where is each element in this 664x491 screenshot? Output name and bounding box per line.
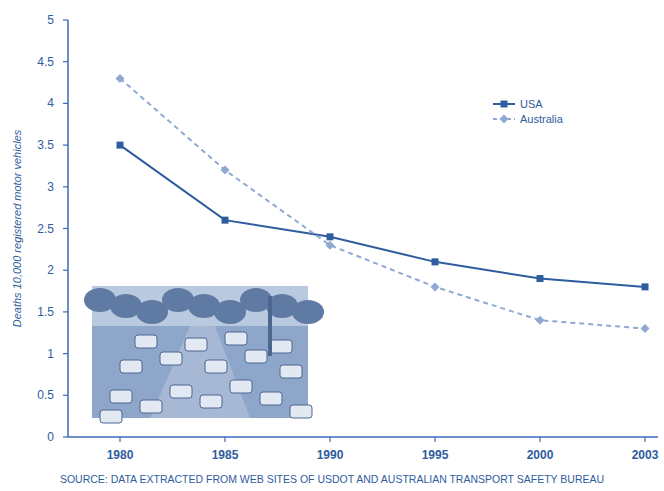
marker	[221, 166, 230, 175]
source: SOURCE: DATA EXTRACTED FROM WEB SITES OF…	[60, 473, 604, 485]
photo-car	[260, 392, 282, 405]
y-tick-label: 3.5	[37, 138, 54, 152]
series-group	[116, 74, 650, 333]
y-tick	[63, 311, 68, 312]
photo-car	[110, 390, 132, 403]
marker	[327, 233, 334, 240]
x-tick	[119, 437, 120, 442]
y-tick-label: 1	[47, 347, 54, 361]
legend: USA Australia	[493, 98, 564, 125]
photo-car	[140, 400, 162, 413]
y-tick-label: 0.5	[37, 388, 54, 402]
photo-car	[160, 352, 182, 365]
photo-road	[150, 326, 250, 418]
legend-marker	[501, 101, 508, 108]
series-line	[120, 78, 645, 328]
y-tick	[63, 353, 68, 354]
x-tick-label: 1995	[422, 448, 449, 462]
photo-car	[225, 332, 247, 345]
marker	[641, 324, 650, 333]
marker	[431, 282, 440, 291]
y-tick	[63, 436, 68, 437]
marker	[117, 142, 124, 149]
photo-car	[135, 335, 157, 348]
y-tick	[63, 228, 68, 229]
photo-bg	[92, 286, 308, 418]
x-tick-label: 2003	[632, 448, 659, 462]
y-tick-label: 4.5	[37, 55, 54, 69]
x-tick	[644, 437, 645, 442]
marker	[537, 275, 544, 282]
photo-car	[245, 350, 267, 363]
photo-inset	[84, 286, 324, 423]
photo-pole	[268, 296, 272, 356]
photo-car	[170, 385, 192, 398]
marker	[642, 283, 649, 290]
photo-car	[270, 340, 292, 353]
photo-car	[185, 338, 207, 351]
x-tick-label: 1985	[212, 448, 239, 462]
y-tick	[63, 61, 68, 62]
photo-car	[290, 405, 312, 418]
y-tick-label: 2	[47, 263, 54, 277]
y-tick-label: 4	[47, 96, 54, 110]
photo-car	[205, 360, 227, 373]
marker	[116, 74, 125, 83]
photo-car	[100, 410, 122, 423]
x-tick	[434, 437, 435, 442]
x-tick	[224, 437, 225, 442]
x-tick-label: 1990	[317, 448, 344, 462]
y-tick-label: 2.5	[37, 222, 54, 236]
photo-tree	[292, 300, 324, 324]
photo-car	[280, 365, 302, 378]
legend-label: Australia	[520, 113, 564, 125]
x-tick-label: 2000	[527, 448, 554, 462]
y-tick-label: 5	[47, 13, 54, 27]
y-tick-label: 1.5	[37, 305, 54, 319]
photo-car	[230, 380, 252, 393]
y-tick	[63, 186, 68, 187]
y-axis-title: Deaths 10,000 registered motor vehicles	[11, 129, 23, 327]
marker	[222, 217, 229, 224]
x-axis	[68, 436, 658, 438]
legend-label: USA	[520, 98, 543, 110]
x-tick-label: 1980	[107, 448, 134, 462]
marker	[536, 316, 545, 325]
legend-marker	[500, 115, 509, 124]
y-tick	[63, 103, 68, 104]
y-tick	[63, 270, 68, 271]
x-tick	[329, 437, 330, 442]
y-tick-label: 3	[47, 180, 54, 194]
photo-car	[120, 360, 142, 373]
y-tick-label: 0	[47, 430, 54, 444]
photo-car	[200, 395, 222, 408]
y-tick	[63, 19, 68, 20]
marker	[326, 241, 335, 250]
x-tick	[539, 437, 540, 442]
y-tick	[63, 395, 68, 396]
photo-sky	[92, 286, 308, 326]
marker	[432, 258, 439, 265]
y-tick	[63, 145, 68, 146]
